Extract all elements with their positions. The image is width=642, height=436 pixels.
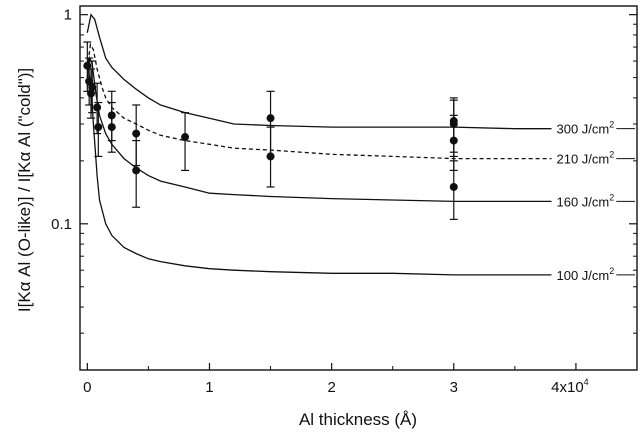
data-marker xyxy=(93,103,102,112)
y-axis: 10.1 xyxy=(51,7,637,334)
x-tick-label-4: 4x104 xyxy=(551,377,589,396)
series-line-2 xyxy=(86,55,552,203)
x-tick-label-2: 2 xyxy=(327,379,335,396)
measured-points xyxy=(83,41,458,220)
data-marker xyxy=(94,123,103,132)
data-marker xyxy=(449,136,458,145)
data-marker xyxy=(88,83,97,92)
x-tick-label-3: 3 xyxy=(450,379,458,396)
series-label-exponent: 2 xyxy=(609,192,614,202)
data-point-9 xyxy=(132,139,141,208)
series-label-0: 300 J/cm2 xyxy=(556,120,614,137)
series-label-1: 210 J/cm2 xyxy=(556,150,614,167)
data-marker xyxy=(266,114,275,123)
data-marker xyxy=(132,129,141,138)
data-point-12 xyxy=(266,126,275,188)
data-point-7 xyxy=(107,101,116,153)
series-line-0 xyxy=(86,13,552,130)
series-label-exponent: 2 xyxy=(609,150,614,160)
series-label-2: 160 J/cm2 xyxy=(556,192,614,209)
data-marker xyxy=(449,182,458,191)
data-point-5 xyxy=(94,101,103,158)
y-tick-label-0: 1 xyxy=(64,7,72,24)
series-line-3 xyxy=(86,74,552,276)
y-axis-label: I[Kα Al (O-like)] / I[Kα Al ("cold")] xyxy=(15,68,34,312)
data-marker xyxy=(107,123,116,132)
data-point-3 xyxy=(88,60,97,114)
data-marker xyxy=(266,152,275,161)
data-marker xyxy=(86,89,95,98)
data-marker xyxy=(181,133,190,142)
data-point-16 xyxy=(449,160,458,220)
data-point-2 xyxy=(86,68,95,119)
x-tick-label-1: 1 xyxy=(205,379,213,396)
x-tick-exponent: 4 xyxy=(584,377,589,387)
x-axis-label: Al thickness (Å) xyxy=(299,410,417,429)
x-tick-label-0: 0 xyxy=(83,379,91,396)
y-tick-label-1: 0.1 xyxy=(51,216,72,233)
plot-frame xyxy=(79,5,638,371)
series-label-exponent: 2 xyxy=(609,120,614,130)
model-curves xyxy=(86,13,552,276)
curve-labels: 300 J/cm2 210 J/cm2 160 J/cm2 100 J/cm2 xyxy=(556,120,635,283)
series-label-exponent: 2 xyxy=(609,266,614,276)
data-marker xyxy=(132,166,141,175)
series-label-3: 100 J/cm2 xyxy=(556,266,614,283)
x-axis: 0 1 2 3 4x104 xyxy=(83,363,589,396)
series-line-1 xyxy=(86,42,552,160)
data-point-10 xyxy=(181,112,190,172)
